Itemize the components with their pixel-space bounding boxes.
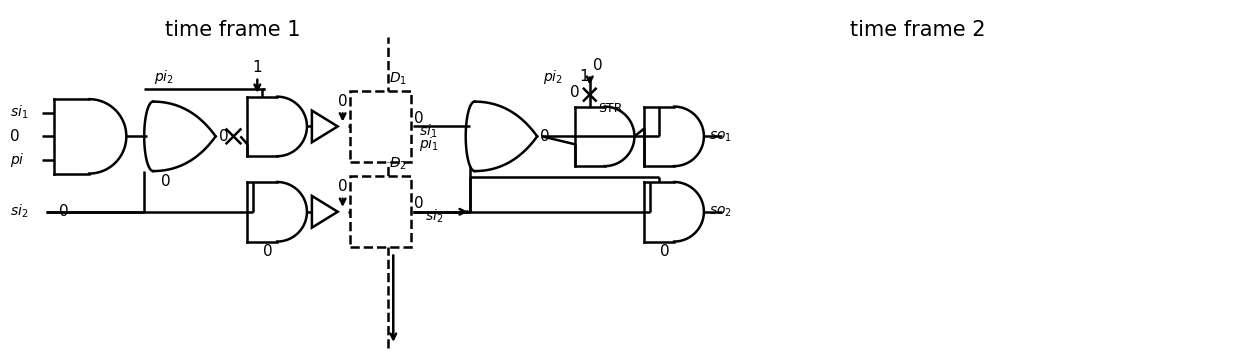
Text: 0: 0	[540, 129, 550, 144]
Text: $si_2$: $si_2$	[10, 203, 27, 221]
Text: STR: STR	[598, 102, 623, 115]
Text: $si_2$: $si_2$	[426, 208, 443, 225]
Bar	[349, 176, 411, 248]
Text: $pi$: $pi$	[10, 151, 25, 169]
Text: $si_1$: $si_1$	[10, 104, 27, 121]
Polygon shape	[312, 196, 338, 228]
Text: $so_2$: $so_2$	[709, 205, 731, 219]
Bar	[349, 91, 411, 162]
Text: 0: 0	[660, 244, 670, 259]
Text: time frame 1: time frame 1	[165, 20, 301, 40]
Text: time frame 2: time frame 2	[850, 20, 986, 40]
Text: 0: 0	[60, 204, 69, 219]
Text: 0: 0	[593, 58, 603, 73]
Text: 0: 0	[218, 129, 228, 144]
Polygon shape	[312, 111, 338, 142]
Text: $D_2$: $D_2$	[389, 156, 407, 172]
Text: 0: 0	[161, 174, 171, 189]
Text: $pi_1$: $pi_1$	[419, 135, 439, 153]
Text: 0: 0	[338, 179, 347, 194]
Text: $so_1$: $so_1$	[709, 129, 731, 143]
Text: 0: 0	[414, 196, 424, 211]
Text: 0: 0	[570, 85, 580, 100]
Text: 1: 1	[252, 60, 262, 75]
Text: $si_1$: $si_1$	[419, 123, 437, 140]
Text: 0: 0	[414, 111, 424, 126]
Text: 0: 0	[338, 94, 347, 108]
Text: 1: 1	[579, 69, 589, 84]
Text: 0: 0	[10, 129, 20, 144]
Text: 0: 0	[263, 244, 273, 259]
Text: $D_1$: $D_1$	[389, 70, 407, 87]
Text: $pi_2$: $pi_2$	[154, 68, 173, 86]
Text: $pi_2$: $pi_2$	[543, 68, 563, 86]
